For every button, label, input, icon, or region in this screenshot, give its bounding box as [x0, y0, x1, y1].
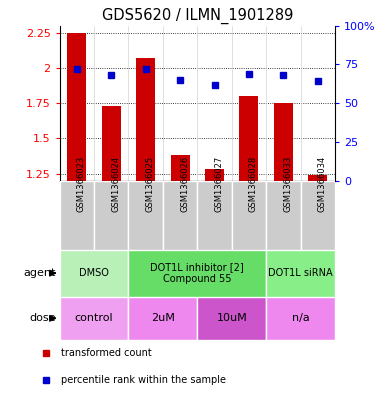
Text: DMSO: DMSO: [79, 268, 109, 278]
Bar: [266, 181, 301, 250]
Text: GSM1366033: GSM1366033: [283, 156, 292, 212]
Bar: [197, 297, 266, 340]
Bar: [136, 58, 155, 181]
Bar: [129, 297, 197, 340]
Bar: [274, 103, 293, 181]
Text: dose: dose: [29, 313, 56, 323]
Text: DOT1L inhibitor [2]
Compound 55: DOT1L inhibitor [2] Compound 55: [151, 263, 244, 284]
Text: n/a: n/a: [292, 313, 310, 323]
Bar: [171, 155, 189, 181]
Bar: [301, 181, 335, 250]
Text: control: control: [75, 313, 114, 323]
Bar: [163, 181, 197, 250]
Text: GSM1366026: GSM1366026: [180, 156, 189, 212]
Bar: [239, 96, 258, 181]
Bar: [102, 106, 121, 181]
Bar: [67, 33, 86, 181]
Bar: [129, 250, 266, 297]
Title: GDS5620 / ILMN_1901289: GDS5620 / ILMN_1901289: [102, 8, 293, 24]
Bar: [308, 175, 327, 181]
Bar: [232, 181, 266, 250]
Text: GSM1366024: GSM1366024: [111, 156, 120, 212]
Text: GSM1366025: GSM1366025: [146, 156, 155, 212]
Text: DOT1L siRNA: DOT1L siRNA: [268, 268, 333, 278]
Text: agent: agent: [23, 268, 56, 278]
Text: 2uM: 2uM: [151, 313, 175, 323]
Bar: [94, 181, 129, 250]
Bar: [60, 181, 94, 250]
Bar: [129, 181, 163, 250]
Bar: [60, 250, 129, 297]
Text: GSM1366034: GSM1366034: [318, 156, 327, 212]
Bar: [205, 169, 224, 181]
Bar: [60, 297, 129, 340]
Text: 10uM: 10uM: [216, 313, 247, 323]
Text: percentile rank within the sample: percentile rank within the sample: [61, 375, 226, 385]
Text: transformed count: transformed count: [61, 348, 152, 358]
Bar: [266, 250, 335, 297]
Bar: [266, 297, 335, 340]
Text: GSM1366023: GSM1366023: [77, 156, 86, 212]
Text: GSM1366027: GSM1366027: [214, 156, 224, 212]
Text: GSM1366028: GSM1366028: [249, 156, 258, 212]
Bar: [197, 181, 232, 250]
